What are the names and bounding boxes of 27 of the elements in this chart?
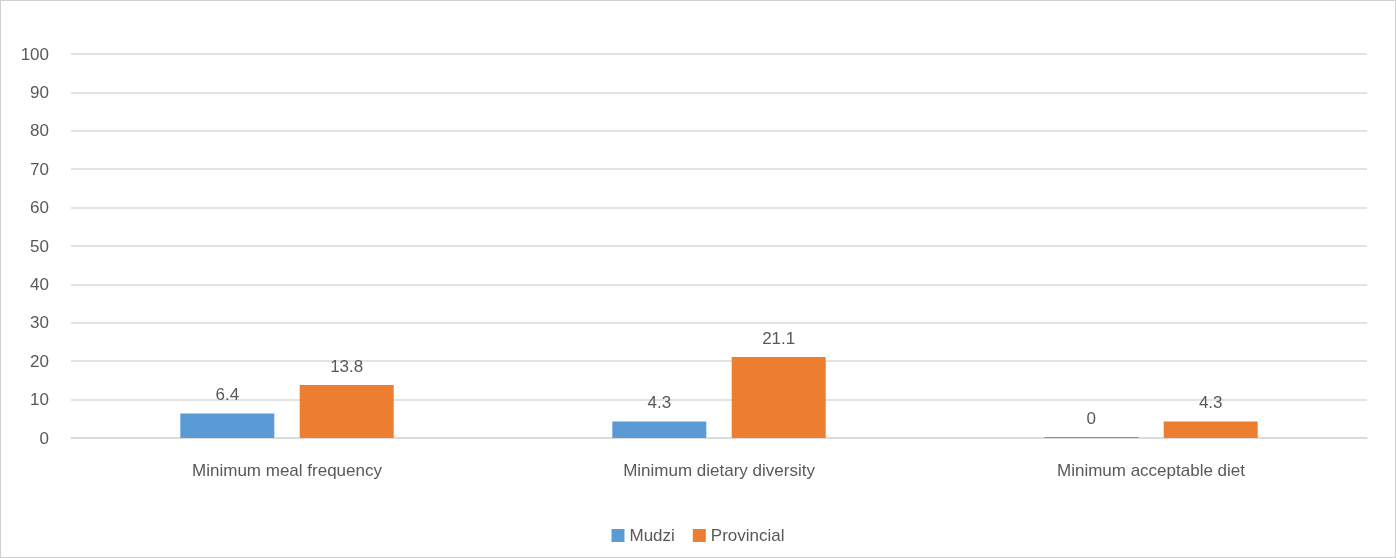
legend-label: Mudzi (629, 526, 675, 545)
bar (180, 413, 275, 438)
y-tick-label: 20 (30, 351, 49, 371)
bar (731, 356, 826, 438)
y-tick-label: 40 (30, 274, 49, 294)
y-tick-label: 100 (20, 44, 49, 64)
legend-label: Provincial (710, 526, 785, 545)
y-tick-label: 60 (30, 198, 49, 218)
data-label: 4.3 (1198, 393, 1223, 413)
y-tick-label: 70 (30, 159, 49, 179)
data-label: 4.3 (647, 393, 672, 413)
y-tick-label: 50 (30, 236, 49, 256)
bar (1163, 421, 1258, 438)
y-tick-label: 10 (30, 390, 49, 410)
x-tick-label: Minimum acceptable diet (1056, 461, 1246, 480)
x-tick-label: Minimum dietary diversity (623, 461, 816, 480)
data-label: 6.4 (215, 385, 240, 405)
y-tick-label: 30 (30, 313, 49, 333)
data-label: 21.1 (762, 328, 796, 348)
y-tick-label: 80 (30, 121, 49, 141)
x-tick-label: Minimum meal frequency (192, 461, 383, 480)
data-label: 0 (1086, 409, 1097, 428)
y-tick-label: 90 (30, 82, 49, 102)
data-label: 13.8 (330, 357, 364, 377)
bar (612, 421, 707, 438)
bar (299, 385, 394, 438)
y-tick-label: 0 (39, 428, 49, 448)
